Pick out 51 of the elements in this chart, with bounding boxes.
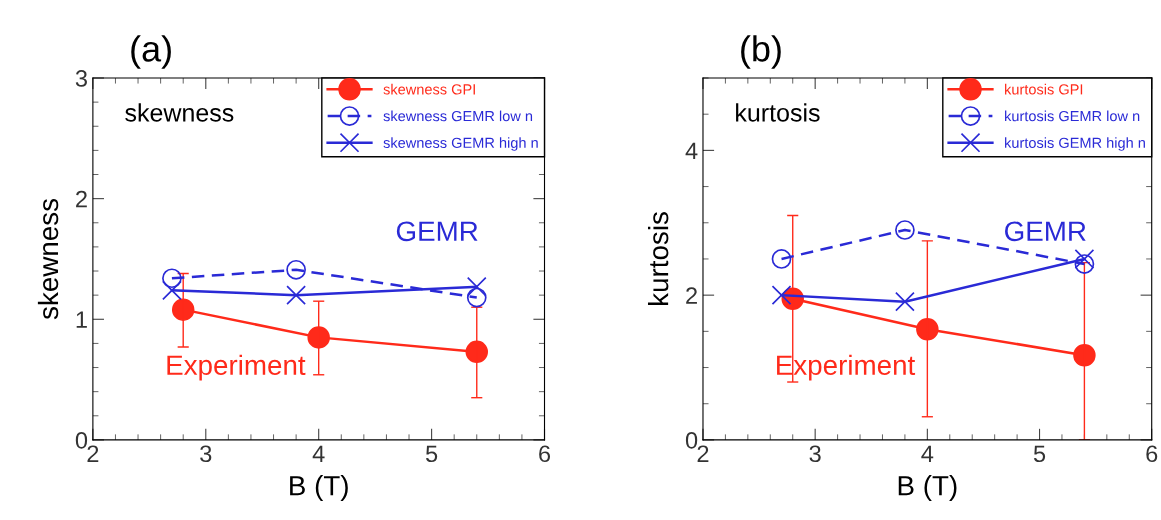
x-tick-label: 2	[87, 445, 99, 462]
legend-label: skewness GEMR low n	[383, 110, 533, 122]
point	[465, 340, 489, 364]
point	[286, 259, 306, 280]
legend-label: skewness GEMR high n	[383, 137, 538, 151]
y-tick-label: 0	[75, 431, 88, 449]
x-tick-label: 3	[200, 445, 212, 463]
point	[916, 317, 939, 341]
point	[1074, 254, 1095, 274]
x-tick-label: 4	[312, 445, 325, 462]
point	[771, 249, 792, 269]
point	[171, 298, 195, 321]
chart-title: (a)	[131, 35, 171, 69]
legend-label: kurtosis GEMR high n	[1005, 137, 1145, 151]
point	[307, 326, 330, 349]
annotation: GEMR	[396, 221, 478, 242]
y-tick-label: 3	[75, 70, 87, 87]
point	[1074, 249, 1095, 269]
y-tick-label: 1	[76, 311, 87, 328]
x-tick-label: 3	[809, 445, 821, 463]
legend-label: kurtosis GEMR low n	[1005, 110, 1140, 122]
point	[466, 287, 487, 308]
annotation: skewness	[125, 103, 234, 122]
chart-title: (b)	[741, 35, 781, 69]
point	[162, 268, 182, 289]
point	[1073, 343, 1096, 367]
x-axis-title: B (T)	[290, 475, 348, 502]
x-axis-title: B (T)	[898, 475, 957, 502]
point	[286, 285, 306, 306]
x-tick-label: 6	[539, 445, 551, 463]
x-tick-label: 2	[697, 445, 709, 462]
point	[895, 220, 915, 240]
x-tick-label: 6	[1146, 445, 1158, 463]
y-axis-title: skewness	[37, 198, 59, 320]
point	[895, 291, 915, 312]
y-tick-label: 0	[685, 431, 698, 449]
legend-label: skewness GPI	[383, 83, 475, 95]
point	[162, 280, 182, 301]
legend-label: kurtosis GPI	[1005, 83, 1083, 95]
y-tick-label: 2	[686, 287, 697, 304]
y-tick-label: 4	[685, 142, 698, 159]
annotation: Experiment	[167, 354, 306, 381]
x-tick-label: 5	[1033, 445, 1046, 463]
y-axis-title: kurtosis	[647, 212, 669, 305]
x-tick-label: 5	[425, 445, 438, 463]
x-tick-label: 4	[921, 445, 934, 462]
annotation: kurtosis	[736, 103, 820, 122]
point	[771, 285, 792, 306]
point	[466, 276, 487, 297]
annotation: GEMR	[1005, 221, 1086, 242]
y-tick-label: 2	[76, 190, 87, 208]
